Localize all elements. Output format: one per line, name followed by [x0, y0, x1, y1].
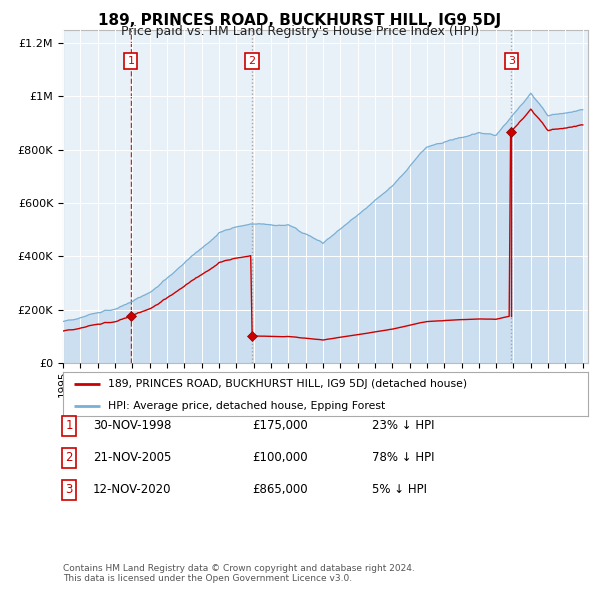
Text: £100,000: £100,000 — [252, 451, 308, 464]
Text: 3: 3 — [508, 56, 515, 66]
Text: Price paid vs. HM Land Registry's House Price Index (HPI): Price paid vs. HM Land Registry's House … — [121, 25, 479, 38]
Text: Contains HM Land Registry data © Crown copyright and database right 2024.
This d: Contains HM Land Registry data © Crown c… — [63, 563, 415, 583]
Text: 30-NOV-1998: 30-NOV-1998 — [93, 419, 172, 432]
Text: 2: 2 — [248, 56, 256, 66]
Text: 189, PRINCES ROAD, BUCKHURST HILL, IG9 5DJ (detached house): 189, PRINCES ROAD, BUCKHURST HILL, IG9 5… — [107, 379, 467, 389]
Text: 3: 3 — [65, 483, 73, 496]
Text: HPI: Average price, detached house, Epping Forest: HPI: Average price, detached house, Eppi… — [107, 401, 385, 411]
Text: 5% ↓ HPI: 5% ↓ HPI — [372, 483, 427, 496]
Text: 2: 2 — [65, 451, 73, 464]
Text: 189, PRINCES ROAD, BUCKHURST HILL, IG9 5DJ: 189, PRINCES ROAD, BUCKHURST HILL, IG9 5… — [98, 13, 502, 28]
Text: 21-NOV-2005: 21-NOV-2005 — [93, 451, 172, 464]
Text: 78% ↓ HPI: 78% ↓ HPI — [372, 451, 434, 464]
Text: £175,000: £175,000 — [252, 419, 308, 432]
Text: 12-NOV-2020: 12-NOV-2020 — [93, 483, 172, 496]
Text: 1: 1 — [127, 56, 134, 66]
Text: 1: 1 — [65, 419, 73, 432]
Text: £865,000: £865,000 — [252, 483, 308, 496]
Text: 23% ↓ HPI: 23% ↓ HPI — [372, 419, 434, 432]
